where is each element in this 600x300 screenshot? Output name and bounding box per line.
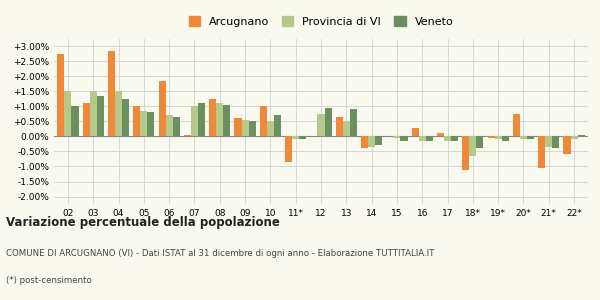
Text: COMUNE DI ARCUGNANO (VI) - Dati ISTAT al 31 dicembre di ogni anno - Elaborazione: COMUNE DI ARCUGNANO (VI) - Dati ISTAT al… — [6, 249, 434, 258]
Bar — [166, 116, 173, 136]
Bar — [184, 135, 191, 136]
Bar — [375, 136, 382, 146]
Text: Variazione percentuale della popolazione: Variazione percentuale della popolazione — [6, 216, 280, 229]
Bar — [513, 114, 520, 136]
Bar — [133, 106, 140, 136]
Bar — [158, 81, 166, 136]
Bar — [462, 136, 469, 169]
Bar — [469, 136, 476, 156]
Bar — [64, 92, 71, 136]
Bar — [242, 120, 248, 136]
Bar — [274, 116, 281, 136]
Bar — [108, 51, 115, 137]
Bar — [325, 108, 332, 136]
Bar — [571, 136, 578, 140]
Bar — [502, 136, 509, 141]
Bar — [267, 122, 274, 136]
Bar — [343, 122, 350, 136]
Bar — [527, 136, 534, 140]
Bar — [553, 136, 559, 148]
Bar — [292, 136, 299, 139]
Bar — [444, 136, 451, 141]
Bar — [191, 106, 198, 136]
Bar — [368, 136, 375, 147]
Bar — [209, 99, 216, 136]
Bar — [216, 103, 223, 136]
Bar — [563, 136, 571, 154]
Bar — [235, 118, 242, 136]
Bar — [578, 135, 585, 136]
Bar — [198, 103, 205, 136]
Bar — [299, 136, 307, 139]
Bar — [451, 136, 458, 141]
Bar — [223, 105, 230, 136]
Bar — [248, 121, 256, 136]
Legend: Arcugnano, Provincia di VI, Veneto: Arcugnano, Provincia di VI, Veneto — [185, 13, 457, 30]
Bar — [83, 103, 89, 136]
Bar — [173, 117, 180, 136]
Bar — [89, 92, 97, 136]
Bar — [545, 136, 553, 147]
Bar — [361, 136, 368, 148]
Bar — [494, 136, 502, 140]
Bar — [437, 133, 444, 136]
Bar — [412, 128, 419, 136]
Bar — [488, 136, 494, 138]
Bar — [394, 136, 400, 138]
Bar — [148, 112, 154, 136]
Bar — [97, 96, 104, 136]
Bar — [115, 92, 122, 136]
Bar — [400, 136, 407, 141]
Bar — [57, 54, 64, 136]
Bar — [285, 136, 292, 162]
Bar — [71, 106, 79, 136]
Bar — [335, 117, 343, 136]
Bar — [419, 136, 426, 141]
Bar — [538, 136, 545, 168]
Bar — [350, 110, 357, 136]
Bar — [520, 136, 527, 140]
Bar — [260, 106, 267, 136]
Bar — [317, 114, 325, 136]
Text: (*) post-censimento: (*) post-censimento — [6, 276, 92, 285]
Bar — [476, 136, 484, 148]
Bar — [140, 111, 148, 136]
Bar — [122, 99, 129, 136]
Bar — [426, 136, 433, 141]
